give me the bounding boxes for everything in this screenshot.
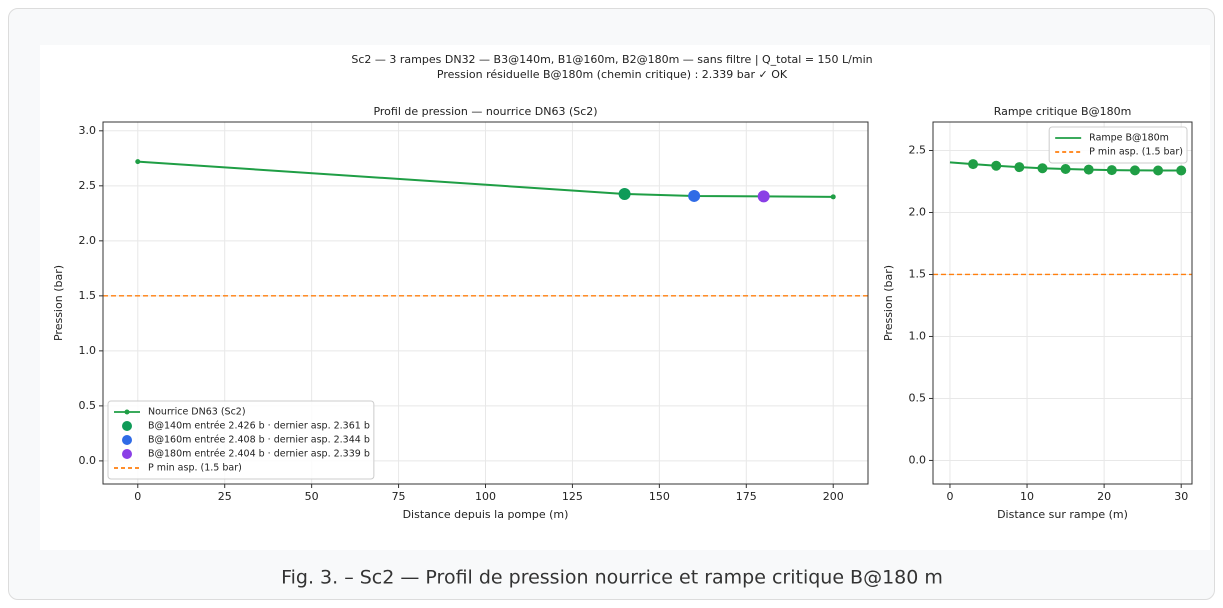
x-tick-label: 50 xyxy=(305,490,319,503)
suptitle: Pression résiduelle B@180m (chemin criti… xyxy=(437,68,788,81)
x-tick-label: 0 xyxy=(946,490,953,503)
y-tick-label: 1.0 xyxy=(79,344,97,357)
plot-frame xyxy=(932,121,1193,485)
y-tick-label: 0.5 xyxy=(909,391,927,404)
legend-label: B@160m entrée 2.408 b · dernier asp. 2.3… xyxy=(148,435,370,446)
legend-swatch xyxy=(122,435,132,445)
legend-swatch xyxy=(122,449,132,459)
legend-label: P min asp. (1.5 bar) xyxy=(1089,147,1183,158)
marker xyxy=(991,160,1002,171)
marker xyxy=(1176,165,1187,176)
y-tick-label: 0.5 xyxy=(79,399,97,412)
chart-title: Rampe critique B@180m xyxy=(994,105,1132,118)
legend-label: B@140m entrée 2.426 b · dernier asp. 2.3… xyxy=(148,421,370,432)
marker xyxy=(688,189,701,202)
x-tick-label: 30 xyxy=(1174,490,1188,503)
x-tick-label: 0 xyxy=(134,490,141,503)
y-tick-label: 1.0 xyxy=(909,329,927,342)
y-tick-label: 2.0 xyxy=(79,234,97,247)
marker xyxy=(1153,165,1164,176)
marker xyxy=(618,187,631,200)
caption: Fig. 3. – Sc2 — Profil de pression nourr… xyxy=(281,567,943,589)
x-tick-label: 100 xyxy=(475,490,496,503)
legend: Nourrice DN63 (Sc2) B@140m entrée 2.426 b… xyxy=(107,400,375,480)
y-axis-label: Pression (bar) xyxy=(52,265,65,341)
x-tick-label: 200 xyxy=(823,490,844,503)
chart-title: Profil de pression — nourrice DN63 (Sc2) xyxy=(373,105,597,118)
legend-label: B@180m entrée 2.404 b · dernier asp. 2.3… xyxy=(148,449,370,460)
y-tick-label: 1.5 xyxy=(909,267,927,280)
x-tick-label: 125 xyxy=(562,490,583,503)
legend-label: Rampe B@180m xyxy=(1089,133,1169,144)
y-tick-label: 0.0 xyxy=(79,454,97,467)
marker xyxy=(135,159,141,165)
marker xyxy=(830,194,836,200)
legend-label: Nourrice DN63 (Sc2) xyxy=(148,407,246,418)
marker xyxy=(1106,165,1117,176)
marker xyxy=(1014,162,1025,173)
legend-swatch xyxy=(122,421,132,431)
y-tick-label: 2.0 xyxy=(909,206,927,219)
legend-label: P min asp. (1.5 bar) xyxy=(148,463,242,474)
marker xyxy=(757,190,770,203)
legend: Rampe B@180m P min asp. (1.5 bar) xyxy=(1048,126,1188,164)
x-tick-label: 20 xyxy=(1097,490,1111,503)
marker xyxy=(1037,163,1048,174)
x-tick-label: 75 xyxy=(392,490,406,503)
marker xyxy=(1129,165,1140,176)
x-tick-label: 10 xyxy=(1020,490,1034,503)
x-axis-label: Distance sur rampe (m) xyxy=(997,508,1128,521)
y-tick-label: 1.5 xyxy=(79,289,97,302)
x-axis-label: Distance depuis la pompe (m) xyxy=(403,508,569,521)
x-tick-label: 25 xyxy=(218,490,232,503)
y-axis-label: Pression (bar) xyxy=(882,265,895,341)
legend-box xyxy=(107,400,375,480)
legend-box xyxy=(1048,126,1188,164)
x-tick-label: 150 xyxy=(649,490,670,503)
plot-frame xyxy=(102,121,869,485)
y-tick-label: 0.0 xyxy=(909,453,927,466)
marker xyxy=(1083,164,1094,175)
y-tick-label: 2.5 xyxy=(909,144,927,157)
marker xyxy=(1060,163,1071,174)
marker xyxy=(968,159,979,170)
y-tick-label: 3.0 xyxy=(79,124,97,137)
suptitle: Sc2 — 3 rampes DN32 — B3@140m, B1@160m, … xyxy=(351,53,872,66)
legend-swatch xyxy=(124,409,130,415)
x-tick-label: 175 xyxy=(736,490,757,503)
y-tick-label: 2.5 xyxy=(79,179,97,192)
